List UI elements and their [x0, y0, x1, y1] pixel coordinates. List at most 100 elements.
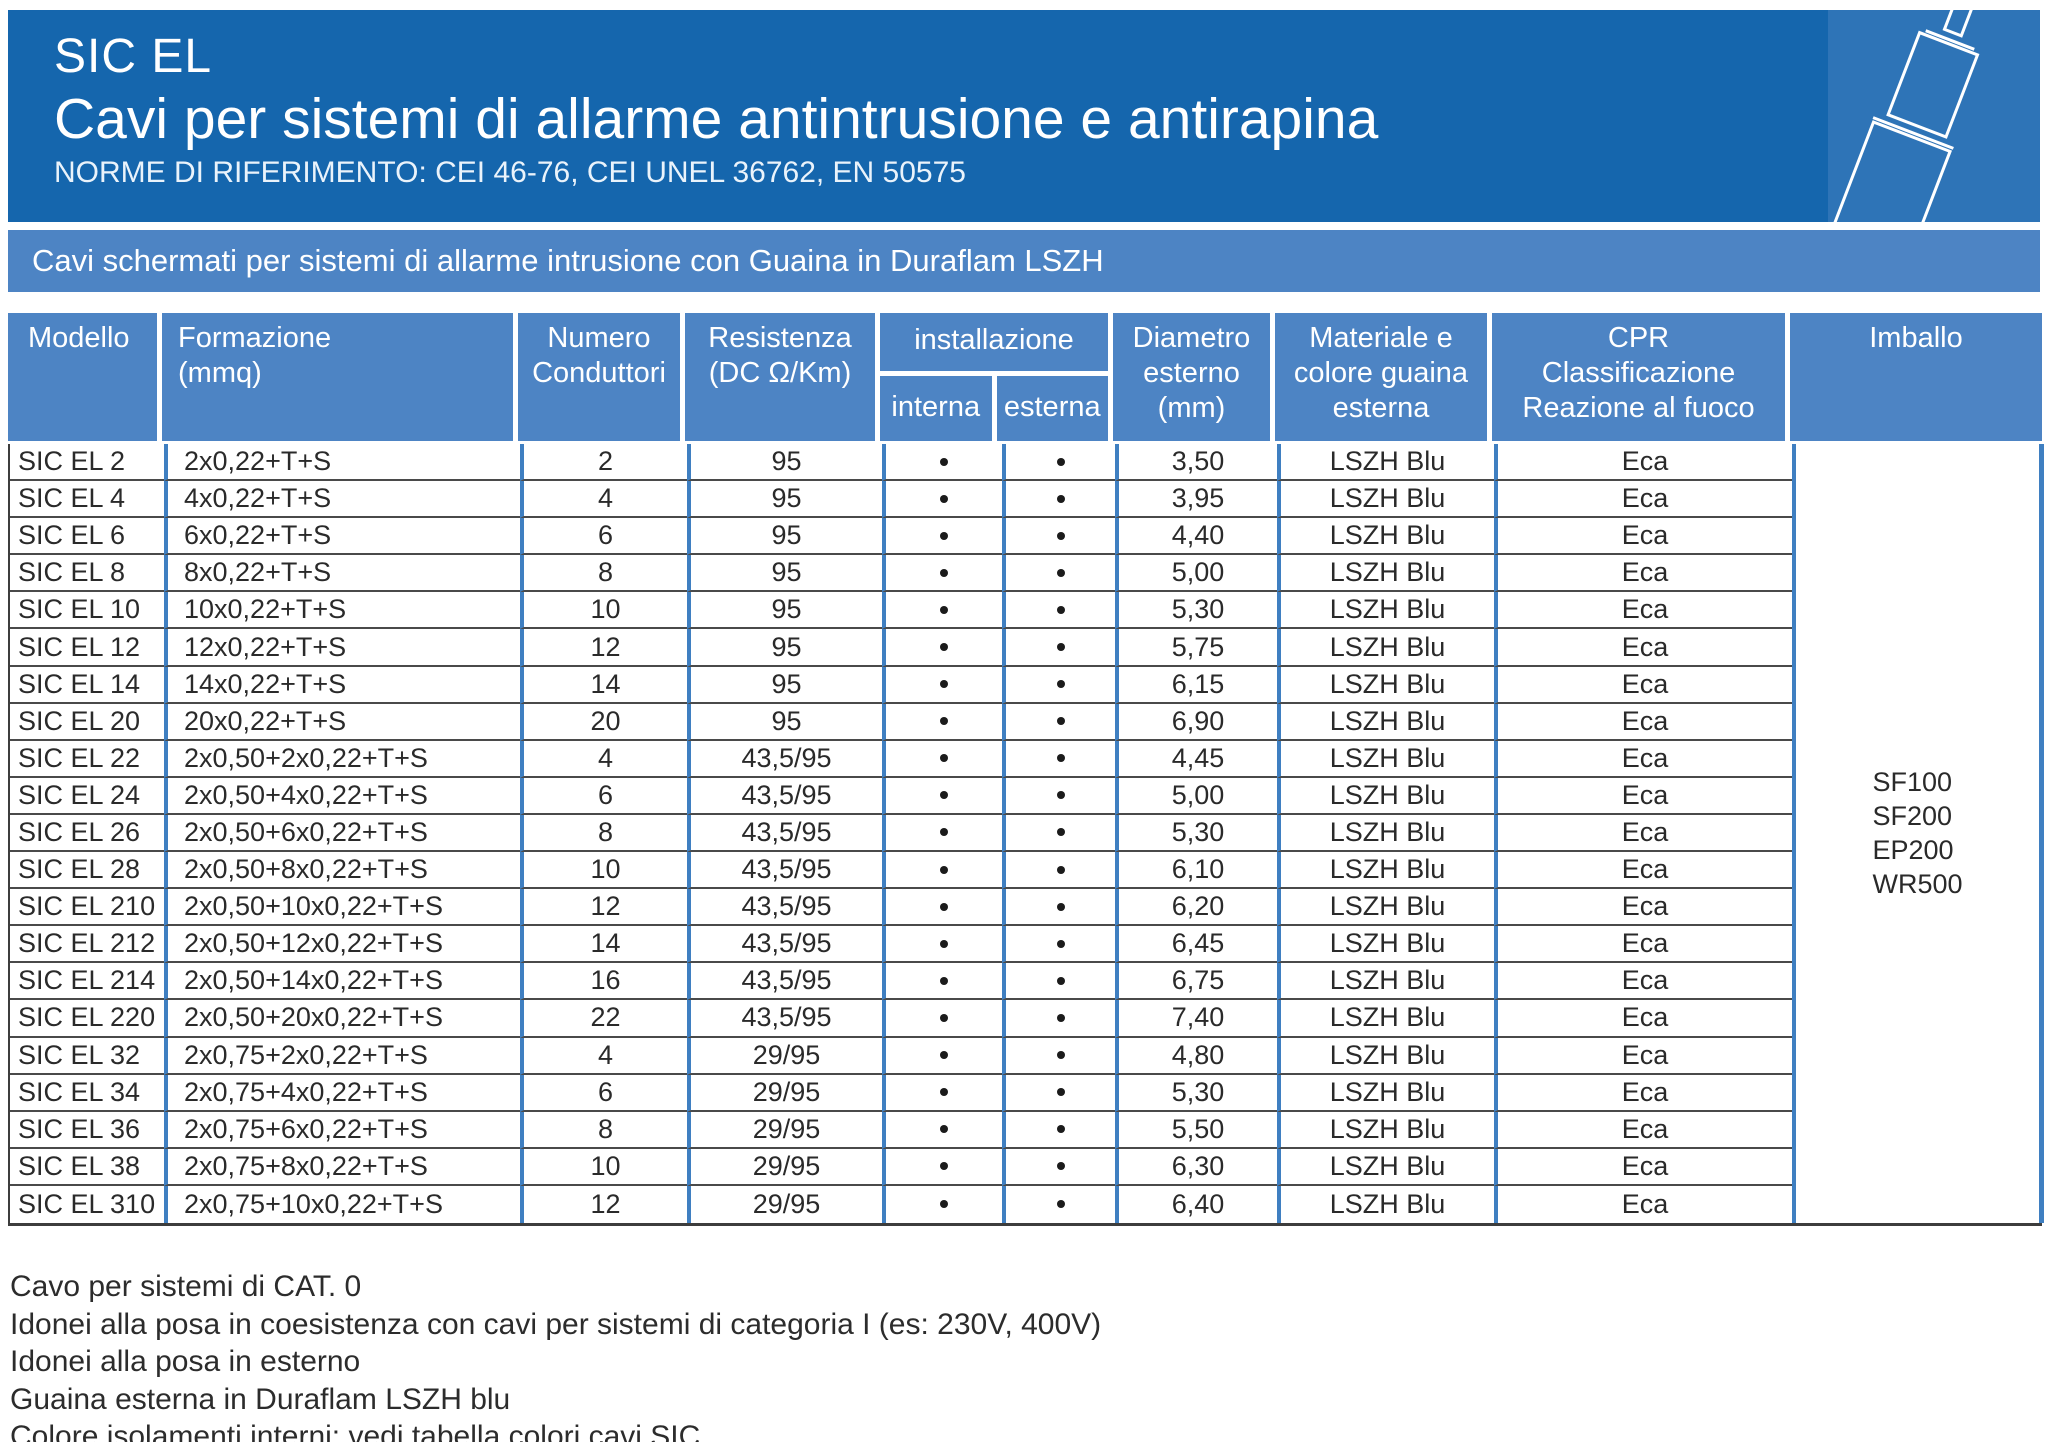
cell-conductors: 16: [520, 963, 687, 1001]
cell-conductors: 14: [520, 926, 687, 964]
cell-material: LSZH Blu: [1277, 666, 1494, 704]
cell-installazione-esterna: [1002, 814, 1115, 853]
cell-diameter: 7,40: [1115, 1000, 1277, 1038]
dot-icon: [940, 1051, 948, 1060]
cell-model: SIC EL 8: [10, 555, 164, 593]
dot-icon: [940, 1162, 948, 1171]
cell-resistance: 95: [687, 592, 882, 630]
cell-formation: 2x0,50+4x0,22+T+S: [164, 777, 520, 815]
dot-icon: [1056, 457, 1065, 466]
cell-cpr: Eca: [1494, 926, 1792, 964]
header-band: SIC EL Cavi per sistemi di allarme antin…: [8, 10, 2040, 222]
cell-model: SIC EL 32: [10, 1038, 164, 1075]
cell-resistance: 43,5/95: [687, 1000, 882, 1038]
cell-resistance: 95: [687, 444, 882, 482]
cell-model: SIC EL 310: [18, 1188, 156, 1219]
dot-icon: [1056, 1125, 1065, 1134]
cell-resistance: 29/95: [687, 1111, 882, 1149]
cell-installazione-esterna: [1002, 1111, 1115, 1149]
cell-formation: 2x0,75+8x0,22+T+S: [164, 1148, 520, 1186]
cell-diameter: 5,75: [1115, 629, 1277, 667]
col-header-numero-conduttori: Numero Conduttori: [518, 313, 685, 441]
cell-installazione-esterna: [1002, 926, 1115, 964]
cell-installazione-interna: [882, 555, 1002, 593]
cell-formation: 10x0,22+T+S: [164, 592, 520, 630]
note-line: Idonei alla posa in coesistenza con cavi…: [10, 1307, 1102, 1341]
cell-installazione-interna: [882, 703, 1002, 741]
cell-resistance: 43,5/95: [687, 740, 882, 778]
cell-conductors: 2: [520, 444, 687, 482]
cell-diameter: 6,10: [1115, 852, 1277, 890]
cell-conductors: 8: [520, 814, 687, 853]
dot-icon: [1056, 865, 1065, 874]
dot-icon: [940, 605, 948, 614]
cell-diameter: 3,50: [1115, 444, 1277, 482]
cell-formation: 2x0,22+T+S: [164, 444, 520, 482]
cell-material: LSZH Blu: [1277, 1111, 1494, 1149]
cell-conductors: 12: [520, 629, 687, 667]
cell-formation: 2x0,50+14x0,22+T+S: [164, 963, 520, 1001]
cell-cpr: Eca: [1494, 963, 1792, 1001]
cell-model: SIC EL 212: [10, 926, 164, 964]
cell-installazione-interna: [882, 889, 1002, 927]
dot-icon: [1056, 531, 1065, 540]
cell-installazione-interna: [882, 1148, 1002, 1186]
cell-formation: 2x0,75+10x0,22+T+S: [164, 1185, 520, 1223]
cell-resistance: 43,5/95: [687, 926, 882, 964]
dot-icon: [1056, 1200, 1065, 1209]
cell-model: SIC EL 36: [10, 1112, 164, 1149]
cell-material: LSZH Blu: [1277, 629, 1494, 667]
cell-resistance: 95: [687, 518, 882, 556]
table-body: SIC EL 2 2x0,22+T+S 2 95 3,50 LSZH Blu Eca SIC …: [8, 444, 2044, 1226]
col-header-diametro: Diametro esterno (mm): [1113, 313, 1275, 441]
cell-diameter: 5,00: [1115, 777, 1277, 815]
cell-cpr: Eca: [1494, 889, 1792, 927]
product-name: SIC EL: [54, 30, 213, 83]
cell-cpr: Eca: [1494, 481, 1792, 519]
cell-cpr: Eca: [1494, 518, 1792, 556]
cell-cpr: Eca: [1494, 1037, 1792, 1075]
cell-diameter: 6,15: [1115, 666, 1277, 704]
cell-material: LSZH Blu: [1277, 555, 1494, 593]
cell-resistance: 29/95: [687, 1148, 882, 1186]
cell-formation: 4x0,22+T+S: [164, 481, 520, 519]
cell-formation: 14x0,22+T+S: [164, 666, 520, 704]
dot-icon: [940, 531, 948, 540]
cell-diameter: 6,90: [1115, 703, 1277, 741]
footer-notes: Cavo per sistemi di CAT. 0 Idonei alla po…: [10, 1268, 1101, 1442]
cell-diameter: 3,95: [1115, 481, 1277, 519]
cell-installazione-interna: [882, 740, 1002, 778]
cell-installazione-esterna: [1002, 777, 1115, 815]
dot-icon: [940, 791, 948, 800]
cell-resistance: 43,5/95: [687, 814, 882, 853]
dot-icon: [940, 754, 948, 763]
cell-installazione-interna: [882, 518, 1002, 556]
cell-installazione-interna: [882, 1000, 1002, 1038]
note-line: Idonei alla posa in esterno: [10, 1345, 361, 1378]
dot-icon: [940, 457, 948, 466]
cell-model: SIC EL 14: [10, 667, 164, 704]
cell-diameter: 6,75: [1115, 963, 1277, 1001]
cell-material: LSZH Blu: [1277, 518, 1494, 556]
cell-material: LSZH Blu: [1277, 592, 1494, 630]
reference-norms: NORME DI RIFERIMENTO: CEI 46-76, CEI UNE…: [54, 156, 966, 189]
cell-model: SIC EL 12: [10, 629, 164, 667]
cell-resistance: 95: [687, 629, 882, 667]
cell-installazione-interna: [882, 1074, 1002, 1112]
cell-formation: 2x0,75+2x0,22+T+S: [164, 1037, 520, 1075]
dot-icon: [940, 976, 948, 985]
dot-icon: [940, 643, 948, 652]
cell-diameter: 6,30: [1115, 1148, 1277, 1186]
dot-icon: [940, 902, 948, 911]
cell-resistance: 95: [687, 703, 882, 741]
cell-formation: 2x0,50+2x0,22+T+S: [164, 740, 520, 778]
cell-conductors: 6: [520, 1074, 687, 1112]
cell-resistance: 95: [687, 555, 882, 593]
dot-icon: [1056, 791, 1065, 800]
col-header-interna: interna: [880, 376, 992, 441]
cell-material: LSZH Blu: [1277, 852, 1494, 890]
cell-formation: 2x0,50+6x0,22+T+S: [164, 814, 520, 853]
cell-conductors: 10: [520, 852, 687, 890]
cell-cpr: Eca: [1494, 629, 1792, 667]
page-title: Cavi per sistemi di allarme antintrusion…: [54, 87, 1379, 151]
